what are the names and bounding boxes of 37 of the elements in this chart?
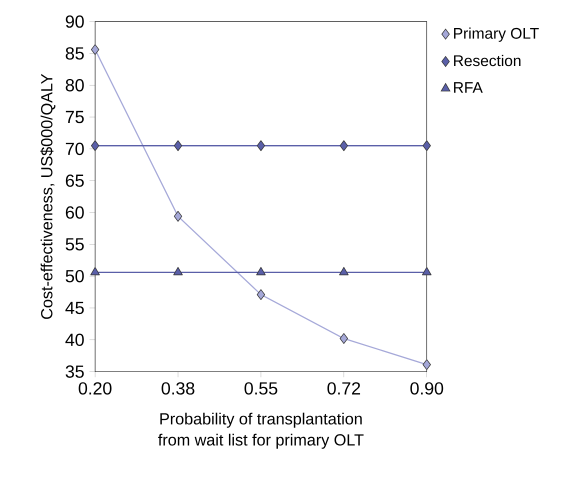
point bbox=[90, 140, 100, 152]
point bbox=[422, 267, 432, 276]
y-tick-label: 55 bbox=[66, 238, 84, 251]
point bbox=[340, 140, 348, 152]
point bbox=[174, 140, 182, 152]
point bbox=[256, 267, 266, 276]
y-tick-label: 70 bbox=[66, 142, 84, 156]
point bbox=[422, 359, 431, 370]
point bbox=[90, 44, 100, 56]
point bbox=[90, 267, 100, 276]
y-axis-title: Cost-effectiveness, US$000/QALY bbox=[40, 74, 56, 320]
y-tick-label: 50 bbox=[66, 270, 84, 283]
x-tick-label: 0.72 bbox=[327, 382, 360, 395]
legend-label: Primary OLT bbox=[454, 28, 539, 42]
legend-label: RFA bbox=[454, 82, 483, 94]
point bbox=[339, 267, 349, 276]
x-tick-label: 0.90 bbox=[410, 382, 444, 395]
point bbox=[422, 140, 431, 152]
y-tick-label: 65 bbox=[66, 174, 84, 188]
point bbox=[256, 289, 266, 300]
legend-label: Resection bbox=[454, 55, 520, 66]
y-tick-label: 35 bbox=[66, 366, 84, 378]
y-tick-label: 85 bbox=[66, 47, 84, 60]
y-tick-label: 45 bbox=[65, 302, 84, 314]
y-tick-label: 90 bbox=[66, 16, 84, 28]
x-tick-label: 0.55 bbox=[244, 382, 278, 395]
y-tick-label: 40 bbox=[65, 334, 84, 346]
y-tick-label: 80 bbox=[66, 79, 84, 92]
y-tick-label: 75 bbox=[66, 111, 84, 124]
x-axis-title: Probability of transplantation from wait list for primary OLT bbox=[158, 412, 364, 450]
y-tick-label: 60 bbox=[66, 206, 84, 219]
x-tick-label: 0.38 bbox=[162, 382, 194, 395]
point bbox=[256, 140, 266, 152]
x-tick-label: 0.20 bbox=[78, 382, 112, 395]
point bbox=[174, 211, 182, 222]
point bbox=[173, 267, 183, 276]
point bbox=[340, 333, 348, 344]
